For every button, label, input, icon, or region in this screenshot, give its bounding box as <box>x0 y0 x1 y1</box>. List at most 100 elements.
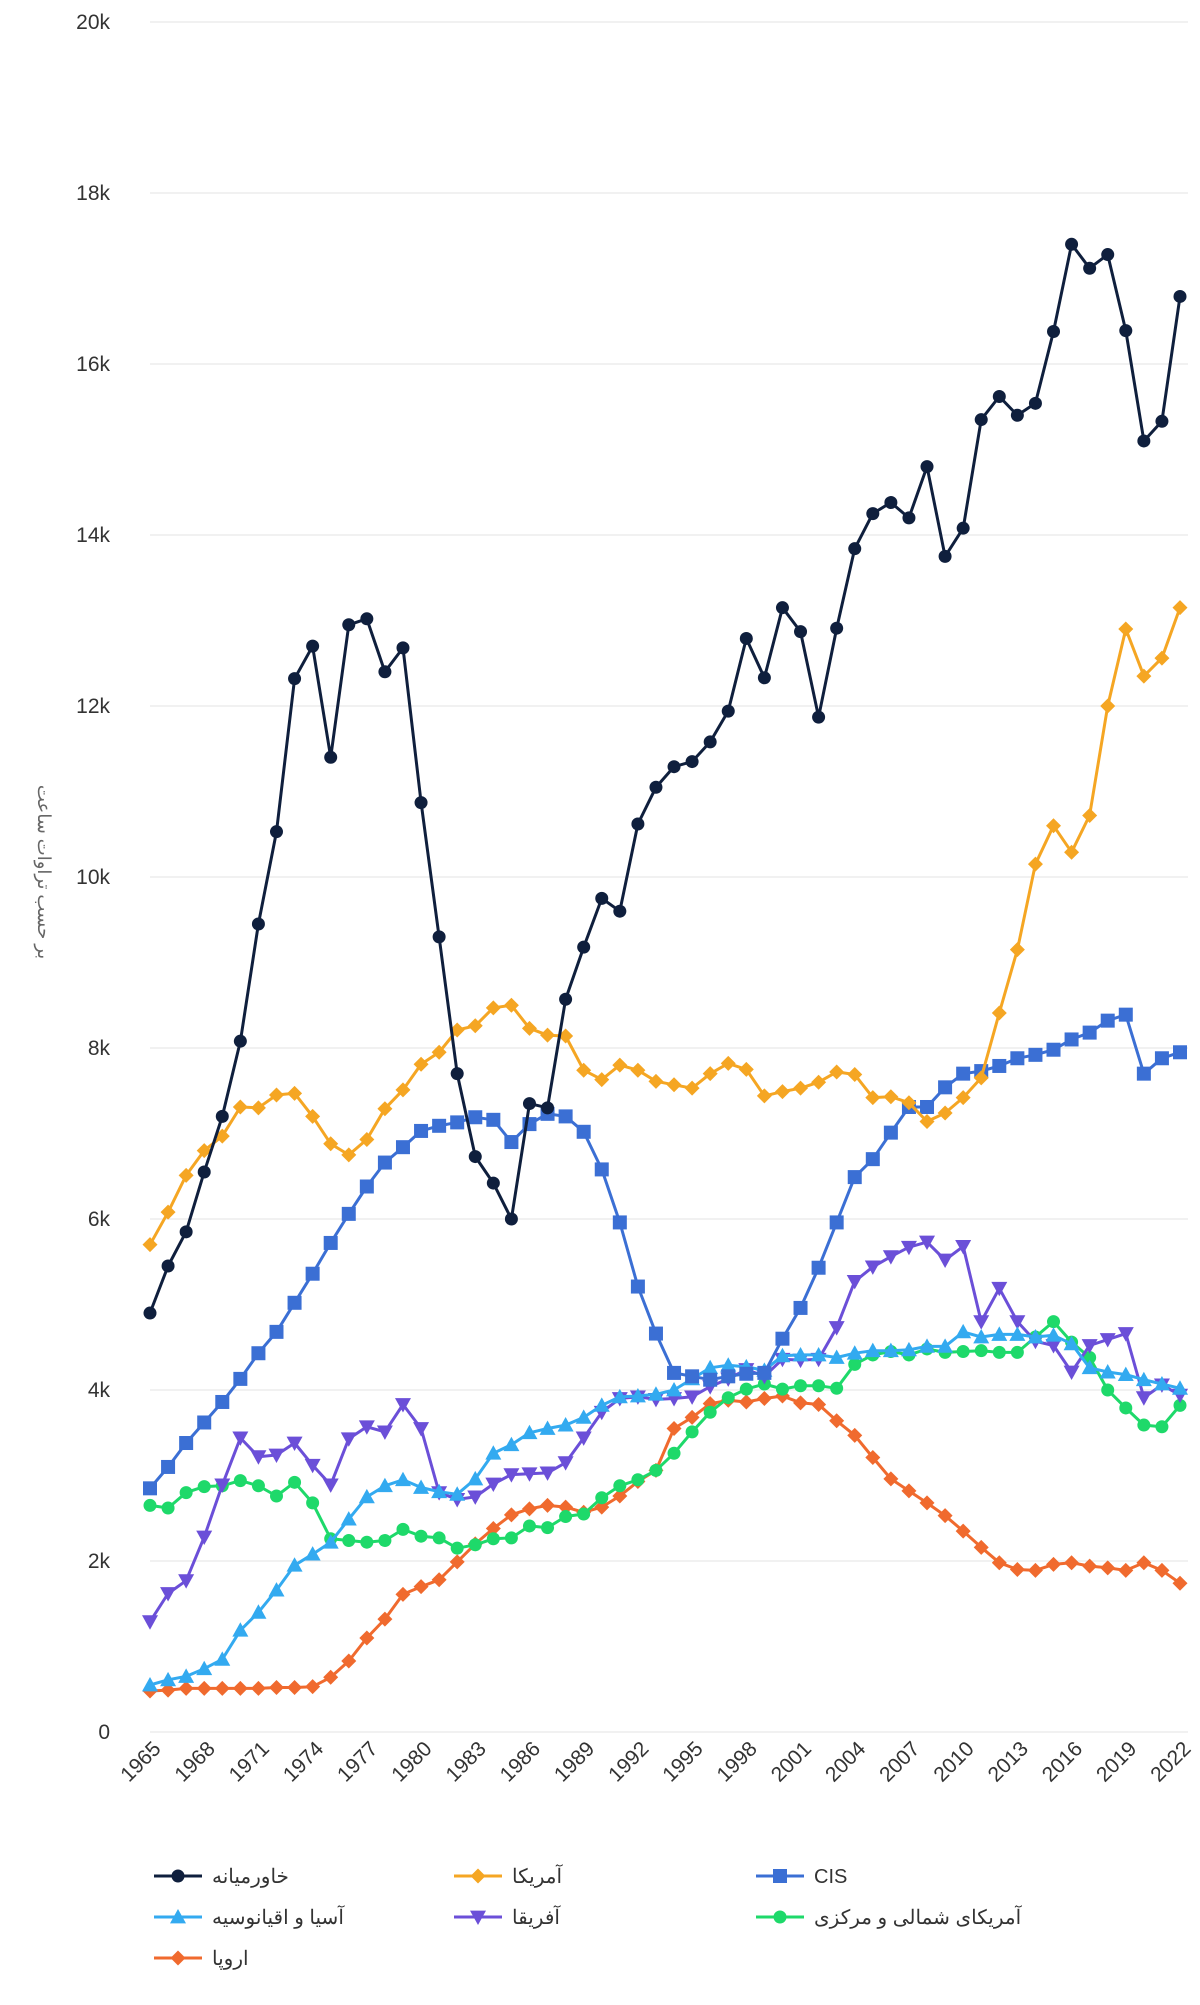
data-point <box>521 1020 537 1036</box>
data-point <box>774 1084 790 1100</box>
data-point <box>414 1123 429 1138</box>
data-point <box>973 1328 990 1344</box>
data-point <box>1046 1042 1061 1057</box>
data-point <box>1046 818 1062 834</box>
data-point <box>1137 434 1151 448</box>
data-point <box>286 1557 303 1572</box>
data-point <box>467 1470 484 1486</box>
data-point <box>648 1073 664 1089</box>
data-point <box>396 1522 410 1536</box>
data-point <box>866 507 880 521</box>
data-point <box>756 1088 772 1104</box>
x-tick-label: 1983 <box>442 1737 491 1786</box>
data-point <box>883 1089 899 1105</box>
series-3 <box>142 1323 1188 1692</box>
data-point <box>955 1323 972 1339</box>
data-point <box>431 1044 447 1060</box>
data-point <box>1118 621 1134 637</box>
data-point <box>558 1499 574 1515</box>
data-point <box>378 665 392 679</box>
data-point <box>666 1382 683 1397</box>
data-point <box>811 1260 826 1275</box>
data-point <box>685 755 699 769</box>
data-point <box>268 1680 284 1696</box>
data-point <box>577 940 591 954</box>
data-point <box>1081 1339 1098 1354</box>
data-point <box>920 460 934 474</box>
data-point <box>829 1215 844 1230</box>
x-tick-label: 2016 <box>1038 1737 1087 1786</box>
data-point <box>286 1436 303 1452</box>
data-point <box>414 1529 428 1543</box>
data-point <box>250 1100 266 1116</box>
data-point <box>992 389 1006 403</box>
data-point <box>396 641 410 655</box>
data-point <box>251 1479 265 1493</box>
data-point <box>738 1394 754 1410</box>
data-point <box>757 671 771 685</box>
data-point <box>973 1070 989 1086</box>
data-point <box>594 1162 609 1177</box>
data-point <box>485 1000 501 1016</box>
legend-label: آسیا و اقیانوسیه <box>212 1905 345 1929</box>
data-point <box>413 1056 429 1072</box>
x-tick-label: 1968 <box>170 1737 219 1786</box>
data-point <box>232 1622 249 1637</box>
data-point <box>919 1114 935 1130</box>
data-point <box>1117 1366 1134 1382</box>
data-point <box>468 1538 482 1552</box>
data-point <box>323 1136 339 1152</box>
data-point <box>558 1109 573 1124</box>
data-point <box>920 1099 935 1114</box>
legend-item: خاورمیانه <box>154 1866 289 1888</box>
data-point <box>812 1379 826 1393</box>
data-point <box>1027 1328 1044 1344</box>
data-point <box>956 1345 970 1359</box>
data-point <box>649 780 663 794</box>
series-line <box>149 1320 1182 1550</box>
data-point <box>612 1057 628 1073</box>
data-point <box>214 1680 230 1696</box>
data-point <box>685 1425 699 1439</box>
data-point <box>287 1680 303 1696</box>
data-point <box>558 1028 574 1044</box>
data-point <box>1045 1339 1062 1354</box>
data-point <box>865 1450 881 1466</box>
x-tick-label: 1995 <box>658 1737 707 1786</box>
data-point <box>197 1165 211 1179</box>
x-tick-label: 2004 <box>821 1737 871 1787</box>
series-0 <box>143 237 1187 1320</box>
data-point <box>1065 237 1079 251</box>
data-point <box>1101 248 1115 262</box>
data-point <box>810 1346 827 1362</box>
series-lines <box>142 237 1188 1699</box>
data-point <box>576 1124 591 1139</box>
data-point <box>649 1463 663 1477</box>
data-point <box>395 1082 411 1098</box>
data-point <box>323 1235 338 1250</box>
series-line <box>148 242 1182 1314</box>
data-point <box>702 1066 718 1082</box>
data-point <box>376 1477 393 1493</box>
y-tick-label: 16k <box>76 353 110 376</box>
data-point <box>1027 856 1043 872</box>
data-point <box>846 1275 863 1290</box>
data-point <box>811 1074 827 1090</box>
data-point <box>720 1357 737 1372</box>
series-line <box>148 1013 1181 1490</box>
data-point <box>1118 1562 1134 1578</box>
data-point <box>721 1391 735 1405</box>
data-point <box>161 1501 175 1515</box>
data-point <box>613 1479 627 1493</box>
data-point <box>179 1436 194 1451</box>
data-point <box>739 631 753 645</box>
data-point <box>178 1167 194 1183</box>
data-point <box>359 1179 374 1194</box>
data-point <box>974 413 988 427</box>
data-point <box>1010 1051 1025 1066</box>
data-point <box>268 1448 285 1463</box>
data-point <box>1172 1575 1188 1591</box>
data-point <box>413 1479 430 1494</box>
y-tick-label: 4k <box>88 1379 111 1402</box>
data-point <box>992 1058 1007 1073</box>
